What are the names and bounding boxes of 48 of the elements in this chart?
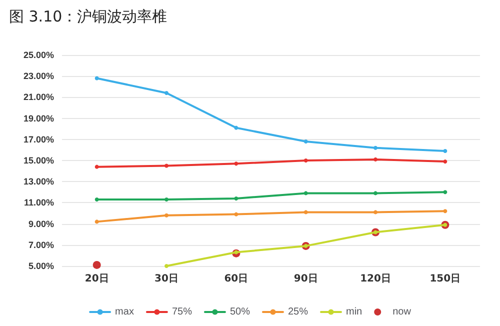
x-tick-label: 60日 — [224, 274, 248, 284]
y-tick-label: 5.00% — [28, 261, 54, 271]
point — [304, 210, 308, 214]
point — [234, 162, 238, 166]
point — [94, 220, 99, 224]
x-tick-label: 120日 — [360, 274, 391, 284]
point — [164, 164, 168, 168]
point — [164, 90, 168, 95]
y-tick-label: 7.00% — [28, 240, 54, 250]
point — [92, 260, 101, 269]
point — [443, 149, 448, 154]
point — [374, 191, 378, 196]
y-tick-label: 11.00% — [24, 198, 54, 208]
point — [443, 160, 448, 164]
point — [94, 76, 99, 80]
point — [164, 264, 168, 268]
y-tick-label: 25.00% — [23, 50, 54, 60]
legend-label: min — [346, 306, 362, 318]
y-tick-label: 13.00% — [23, 176, 54, 187]
point — [234, 126, 238, 130]
y-tick-label: 9.00% — [28, 218, 54, 229]
y-tick-label: 17.00% — [23, 134, 54, 144]
x-tick-label: 150日 — [430, 274, 461, 284]
point — [234, 196, 238, 200]
point — [374, 146, 378, 150]
x-tick-label: 20日 — [84, 274, 109, 284]
point — [94, 198, 99, 202]
legend-label: max — [115, 306, 134, 318]
point — [443, 209, 448, 214]
point — [164, 213, 168, 218]
legend-label: now — [392, 306, 412, 318]
point — [304, 191, 308, 196]
y-tick-label: 21.00% — [23, 92, 54, 102]
point — [374, 210, 378, 214]
y-tick-label: 19.00% — [23, 113, 54, 124]
x-tick-label: 90日 — [294, 274, 318, 284]
point — [304, 140, 308, 144]
x-tick-label: 30日 — [154, 274, 178, 284]
legend-label: 75% — [172, 306, 192, 318]
point — [234, 212, 238, 216]
legend-label: 50% — [230, 306, 250, 318]
y-tick-label: 23.00% — [23, 71, 54, 82]
y-tick-label: 15.00% — [23, 156, 54, 166]
chart-title: 图 3.10：沪铜波动率椎 — [9, 8, 168, 26]
point — [443, 190, 448, 194]
point — [94, 164, 99, 169]
legend-label: 25% — [288, 306, 308, 318]
point — [304, 158, 308, 162]
